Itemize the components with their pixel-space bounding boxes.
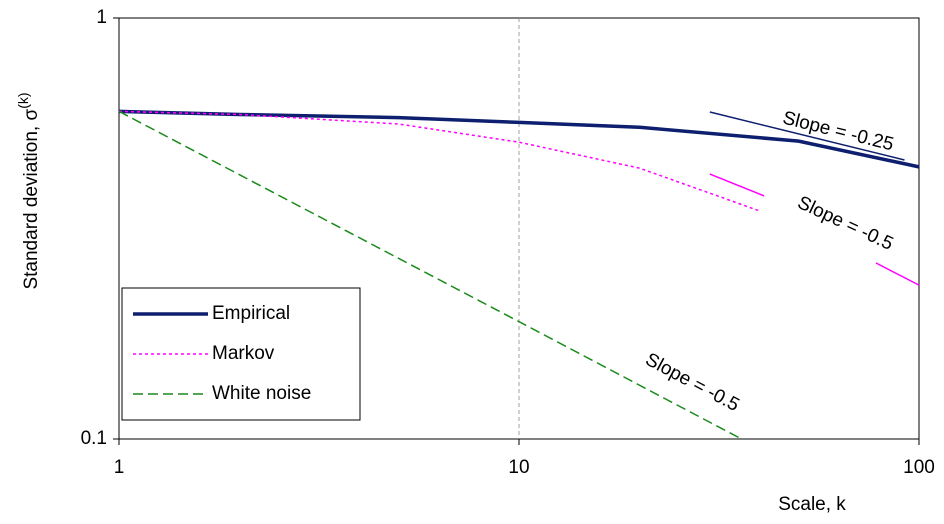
x-tick-label: 10: [508, 457, 529, 478]
legend-label: Markov: [212, 343, 275, 364]
x-tick-label: 100: [903, 457, 935, 478]
y-tick-label: 1: [96, 7, 107, 28]
legend: Empirical Markov White noise: [121, 287, 361, 421]
y-axis-label: Standard deviation, σ(k): [15, 92, 42, 289]
y-tick-label: 0.1: [81, 428, 107, 449]
series-line: [118, 110, 761, 212]
legend-label: Empirical: [212, 303, 290, 324]
slope-line: [875, 262, 920, 286]
y-label-sup: (k): [15, 92, 31, 108]
slope-label: Slope = -0.5: [794, 192, 896, 255]
x-axis-label: Scale, k: [778, 494, 846, 515]
y-label-main: Standard deviation, σ: [21, 109, 42, 290]
slope-label: Slope = -0.5: [642, 349, 743, 416]
legend-box: [121, 287, 361, 421]
slope-line: [709, 173, 765, 197]
series-line: [118, 110, 742, 440]
legend-label: White noise: [212, 383, 311, 404]
slope-line: [709, 111, 905, 161]
x-tick-label: 1: [114, 457, 125, 478]
